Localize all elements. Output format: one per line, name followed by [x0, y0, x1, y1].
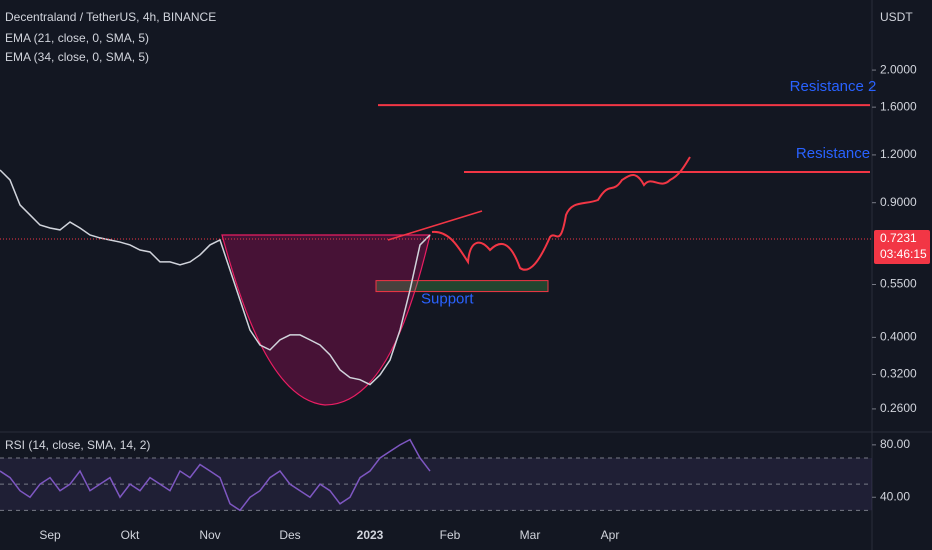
- y-tick-label: 0.2600: [880, 401, 917, 415]
- chart-title: Decentraland / TetherUS, 4h, BINANCE: [5, 10, 216, 24]
- cup-drawing: [221, 234, 431, 406]
- y-tick-label: 40.00: [880, 489, 910, 503]
- currency-label: USDT: [880, 10, 913, 24]
- countdown-label: 03:46:15: [880, 247, 927, 261]
- annotation: Resistance: [796, 145, 870, 162]
- y-tick-label: 0.5500: [880, 277, 917, 291]
- y-tick-label: 1.6000: [880, 99, 917, 113]
- x-tick-label: Mar: [520, 528, 541, 542]
- y-tick-label: 0.4000: [880, 330, 917, 344]
- annotation: Support: [421, 291, 474, 308]
- x-tick-label: Des: [279, 528, 300, 542]
- indicator-label: EMA (34, close, 0, SMA, 5): [5, 50, 149, 64]
- x-tick-label: 2023: [357, 528, 384, 542]
- y-tick-label: 80.00: [880, 437, 910, 451]
- last-price-box: [874, 230, 930, 265]
- x-tick-label: Apr: [601, 528, 620, 542]
- x-tick-label: Nov: [199, 528, 220, 542]
- price-line: [0, 169, 431, 386]
- y-tick-label: 1.2000: [880, 147, 917, 161]
- rsi-line: [0, 438, 431, 512]
- y-tick-label: 0.9000: [880, 195, 917, 209]
- support-zone: [375, 280, 549, 293]
- indicator-label: EMA (21, close, 0, SMA, 5): [5, 31, 149, 45]
- trend-line: [387, 210, 483, 241]
- x-tick-label: Okt: [121, 528, 140, 542]
- y-tick-label: 0.3200: [880, 367, 917, 381]
- x-tick-label: Feb: [440, 528, 461, 542]
- annotation: Resistance 2: [790, 78, 877, 95]
- last-price-label: 0.7231: [880, 231, 917, 245]
- projection-drawing: [431, 156, 691, 271]
- y-tick-label: 2.0000: [880, 62, 917, 76]
- x-tick-label: Sep: [39, 528, 61, 542]
- rsi-title: RSI (14, close, SMA, 14, 2): [5, 438, 150, 452]
